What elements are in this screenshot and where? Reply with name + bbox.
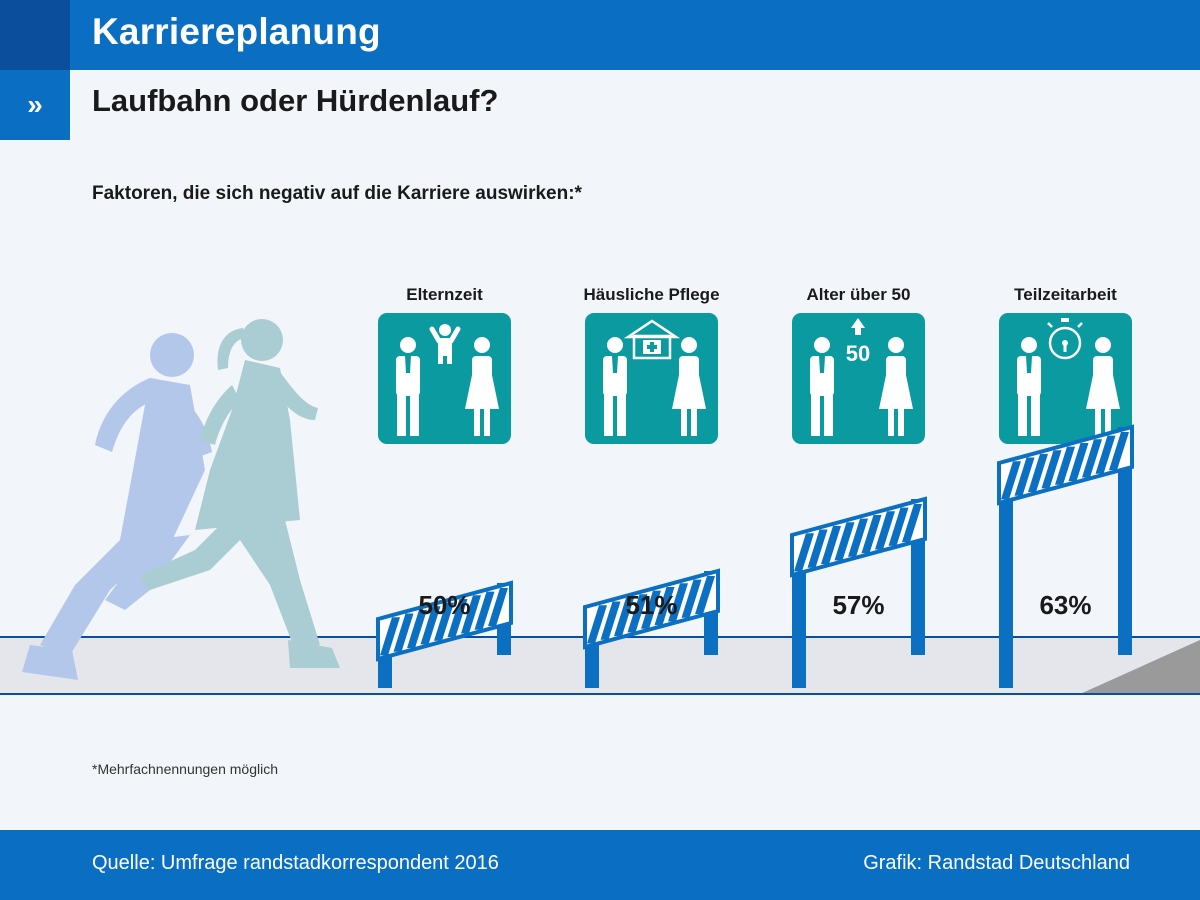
value-label: 50% (418, 590, 470, 620)
source-note: Quelle: Umfrage randstadkorrespondent 20… (92, 852, 499, 874)
header-accent-block (0, 0, 70, 70)
footnote: *Mehrfachnennungen möglich (92, 761, 279, 777)
value-label: 63% (1039, 590, 1091, 620)
header-bar (0, 0, 1200, 70)
hurdle-4: Teilzeitarbeit 63% (997, 285, 1134, 688)
hurdle-2: Häusliche Pflege 51% (583, 285, 720, 688)
age-over-50-icon: 50 (792, 313, 925, 444)
part-time-stopwatch-icon (999, 313, 1132, 444)
hurdle-bar (376, 580, 513, 688)
graphic-credit: Grafik: Randstad Deutschland (863, 852, 1130, 874)
parents-child-icon (378, 313, 511, 444)
page-subtitle: Laufbahn oder Hürdenlauf? (92, 83, 499, 118)
home-care-icon (585, 313, 718, 444)
hurdle-3: Alter über 50 50 57% (790, 285, 927, 688)
track-surface (0, 637, 1200, 694)
svg-text:50: 50 (846, 341, 870, 366)
value-label: 51% (625, 590, 677, 620)
double-chevron-icon: » (0, 70, 70, 140)
footer-bar (0, 830, 1200, 900)
hurdle-1: Elternzeit 50% (376, 285, 513, 688)
category-label: Elternzeit (406, 285, 483, 304)
hurdle-bar (583, 568, 720, 688)
track-shadow (1080, 640, 1200, 694)
hurdle-bar (790, 496, 927, 688)
category-label: Alter über 50 (807, 285, 911, 304)
page-title: Karriereplanung (92, 11, 381, 52)
category-label: Teilzeitarbeit (1014, 285, 1117, 304)
category-label: Häusliche Pflege (583, 285, 719, 304)
value-label: 57% (832, 590, 884, 620)
hurdle-bar (997, 424, 1134, 688)
runner-man-icon (22, 333, 212, 680)
chart-title: Faktoren, die sich negativ auf die Karri… (92, 183, 582, 204)
hurdle-series: Elternzeit 50% Häusliche Pflege 51% Alter üb… (376, 285, 1134, 688)
runner-woman-icon (140, 319, 340, 668)
